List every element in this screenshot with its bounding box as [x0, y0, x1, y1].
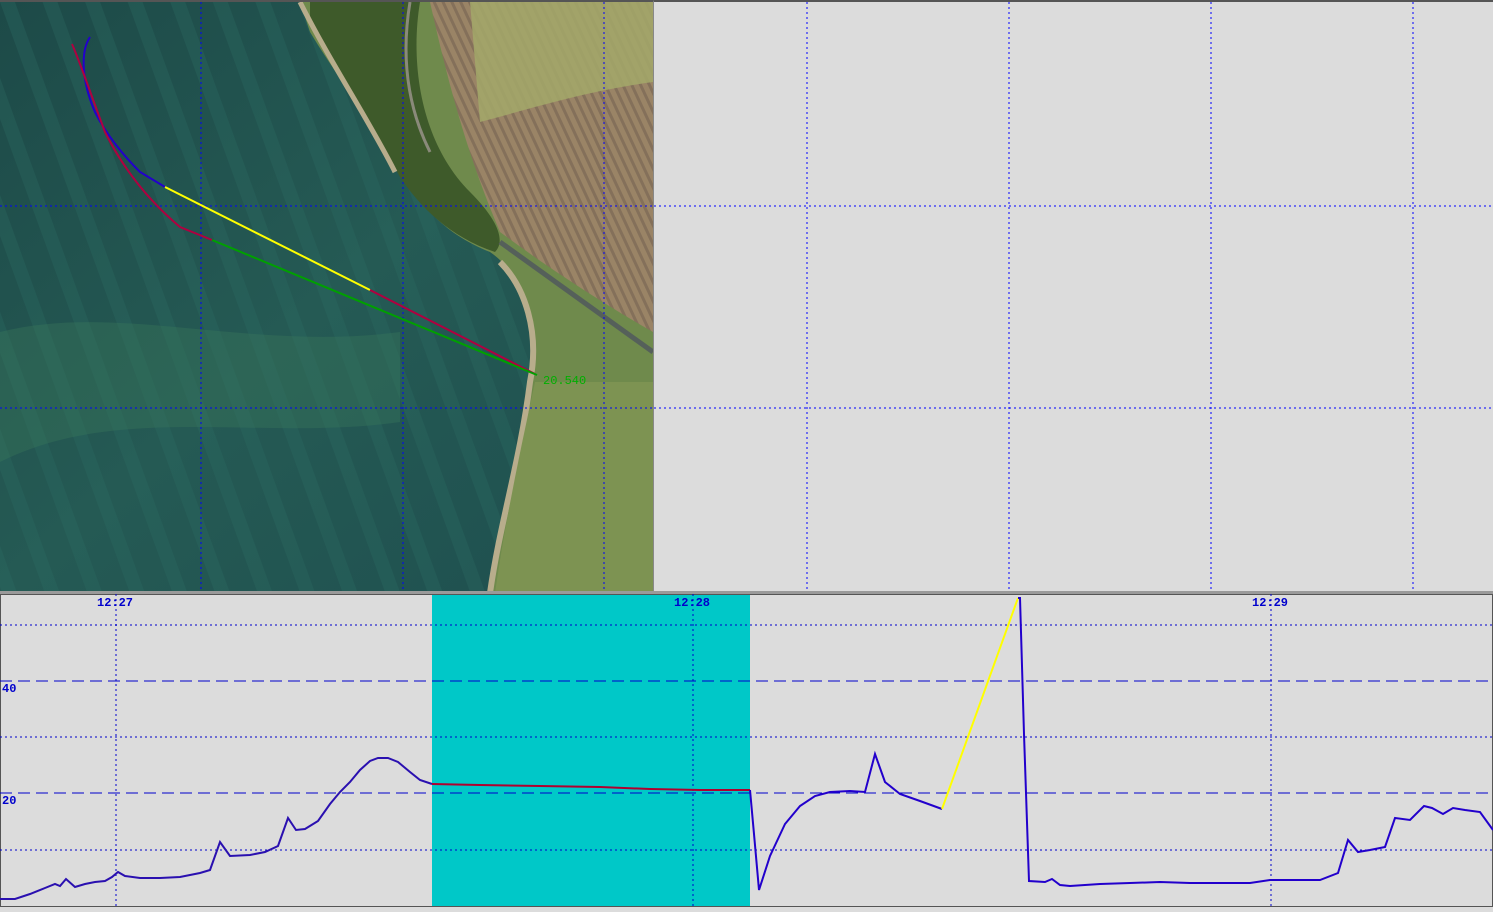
- y-tick-20: 20: [2, 794, 16, 808]
- y-tick-40: 40: [2, 682, 16, 696]
- track-green: [211, 239, 538, 376]
- x-tick-1227: 12:27: [97, 596, 133, 610]
- chart-grid: [0, 594, 1493, 907]
- selection-range[interactable]: [432, 594, 750, 907]
- map-grid: [0, 2, 653, 591]
- series-segment-1: [0, 757, 433, 900]
- chart-major-lines: [0, 680, 1493, 794]
- distance-label: 20.540: [543, 374, 586, 388]
- track-blue: [82, 36, 166, 188]
- x-tick-1228: 12:28: [674, 596, 710, 610]
- series-segment-3: [749, 750, 943, 891]
- empty-map-grid: [654, 2, 1493, 593]
- track-yellow: [164, 186, 371, 291]
- chart-series: [0, 597, 1493, 900]
- panel-divider[interactable]: [0, 591, 1493, 594]
- track-red: [71, 43, 213, 241]
- series-segment-2: [431, 783, 750, 791]
- series-segment-5: [1018, 597, 1493, 888]
- empty-map-area[interactable]: [653, 0, 1493, 593]
- map-image: 20.540: [0, 2, 653, 591]
- gps-tracks: [71, 36, 538, 376]
- series-segment-4: [941, 597, 1019, 810]
- satellite-map-view[interactable]: 20.540: [0, 0, 653, 591]
- x-tick-1229: 12:29: [1252, 596, 1288, 610]
- chart-canvas: 12:27 12:28 12:29 40 20: [0, 594, 1493, 907]
- speed-chart[interactable]: 12:27 12:28 12:29 40 20: [0, 594, 1493, 907]
